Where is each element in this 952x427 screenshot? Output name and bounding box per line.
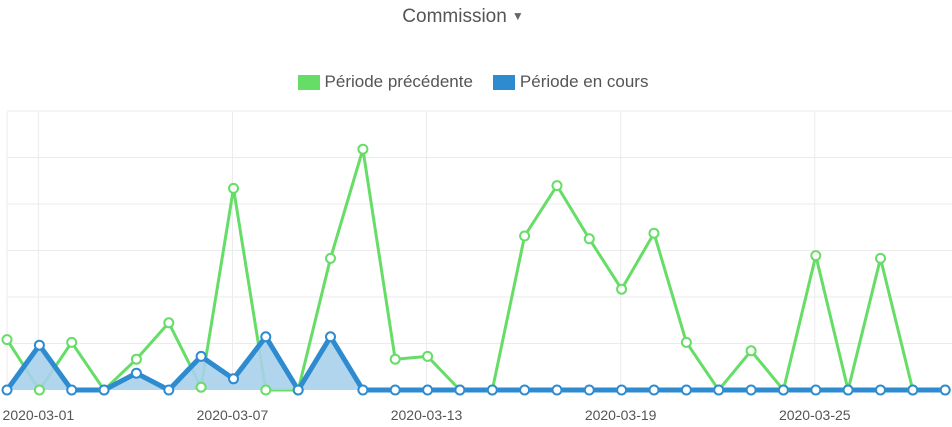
data-point-current bbox=[98, 384, 110, 396]
data-point-previous bbox=[875, 252, 886, 264]
data-point-previous bbox=[680, 336, 692, 348]
data-point-current bbox=[228, 373, 239, 385]
data-point-previous bbox=[66, 336, 78, 348]
data-point-previous bbox=[551, 180, 563, 192]
data-point-current bbox=[745, 384, 757, 396]
data-point-current bbox=[66, 384, 78, 396]
data-point-current bbox=[519, 384, 531, 396]
data-point-current bbox=[130, 367, 142, 379]
metric-dropdown[interactable]: Commission ▼ bbox=[0, 6, 926, 28]
legend-label-previous: Période précédente bbox=[324, 72, 473, 91]
data-point-previous bbox=[422, 350, 434, 362]
data-point-previous bbox=[33, 384, 45, 396]
x-tick-label: 2020-03-19 bbox=[585, 407, 657, 423]
data-point-current bbox=[583, 384, 595, 396]
legend-swatch-current bbox=[492, 74, 515, 90]
data-point-current bbox=[648, 384, 660, 396]
data-point-previous bbox=[163, 317, 175, 329]
data-point-current bbox=[842, 384, 854, 396]
data-point-previous bbox=[810, 250, 822, 262]
data-point-previous bbox=[519, 230, 531, 242]
legend-item-current[interactable]: Période en cours bbox=[492, 72, 649, 92]
data-point-previous bbox=[1, 334, 13, 346]
data-point-previous bbox=[195, 381, 207, 393]
data-point-current bbox=[389, 384, 401, 396]
data-point-current bbox=[616, 384, 628, 396]
data-point-current bbox=[422, 384, 434, 396]
data-point-previous bbox=[648, 227, 660, 239]
data-point-current bbox=[1, 384, 13, 396]
series-area-current bbox=[7, 336, 946, 390]
data-point-current bbox=[163, 384, 175, 396]
data-point-previous bbox=[228, 182, 239, 194]
data-point-current bbox=[454, 384, 466, 396]
chevron-down-icon: ▼ bbox=[511, 9, 524, 23]
legend-label-current: Période en cours bbox=[519, 72, 649, 91]
data-point-current bbox=[357, 384, 369, 396]
data-point-current bbox=[777, 384, 789, 396]
data-point-current bbox=[195, 350, 207, 362]
data-point-previous bbox=[130, 353, 142, 365]
data-point-current bbox=[907, 384, 919, 396]
x-tick-label: 2020-03-07 bbox=[197, 407, 269, 423]
data-point-previous bbox=[357, 143, 369, 155]
data-point-current bbox=[810, 384, 822, 396]
legend-item-previous[interactable]: Période précédente bbox=[297, 72, 473, 92]
data-point-previous bbox=[325, 252, 336, 264]
data-point-current bbox=[486, 384, 498, 396]
x-tick-label: 2020-03-13 bbox=[391, 407, 463, 423]
metric-dropdown-label: Commission bbox=[402, 6, 507, 27]
data-point-previous bbox=[389, 353, 401, 365]
data-point-current bbox=[875, 384, 886, 396]
data-point-current bbox=[713, 384, 725, 396]
chart-legend: Période précédente Période en cours bbox=[0, 72, 946, 92]
x-tick-label: 2020-03-25 bbox=[779, 407, 851, 423]
data-point-current bbox=[551, 384, 563, 396]
data-point-current bbox=[33, 339, 45, 351]
data-point-current bbox=[292, 384, 304, 396]
series-line-previous bbox=[5, 147, 946, 392]
data-point-current bbox=[260, 331, 272, 343]
legend-swatch-previous bbox=[297, 74, 320, 90]
data-point-previous bbox=[616, 283, 628, 295]
data-point-previous bbox=[260, 384, 272, 396]
data-point-previous bbox=[745, 345, 757, 357]
x-tick-label: 2020-03-01 bbox=[3, 407, 75, 423]
data-point-current bbox=[325, 331, 336, 343]
data-point-current bbox=[680, 384, 692, 396]
data-point-current bbox=[939, 384, 951, 396]
data-point-previous bbox=[583, 233, 595, 245]
